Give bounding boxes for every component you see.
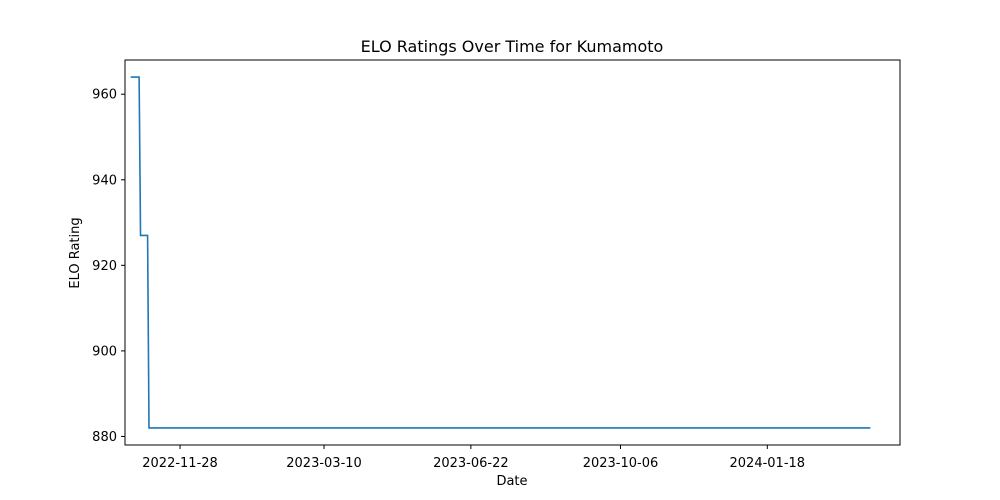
- plot-frame: [124, 59, 901, 446]
- y-tick-label: 880: [92, 430, 117, 445]
- x-axis: 2022-11-28 2023-03-10 2023-06-22 2023-10-06…: [142, 445, 805, 471]
- plot-area: [130, 76, 871, 429]
- y-tick-label: 900: [92, 344, 117, 359]
- x-tick-label: 2023-03-10: [286, 456, 362, 471]
- y-axis: 880 900 920 940 960: [92, 88, 125, 445]
- series-line: [130, 76, 871, 429]
- x-axis-title: Date: [496, 474, 527, 489]
- x-tick-label: 2022-11-28: [142, 456, 218, 471]
- x-tick-label: 2023-06-22: [433, 456, 509, 471]
- x-tick-label: 2023-10-06: [583, 456, 659, 471]
- y-tick-label: 920: [92, 259, 117, 274]
- y-tick-label: 940: [92, 173, 117, 188]
- x-tick-label: 2024-01-18: [730, 456, 806, 471]
- chart-title: ELO Ratings Over Time for Kumamoto: [361, 37, 664, 56]
- y-tick-label: 960: [92, 88, 117, 103]
- y-axis-title: ELO Rating: [68, 217, 83, 288]
